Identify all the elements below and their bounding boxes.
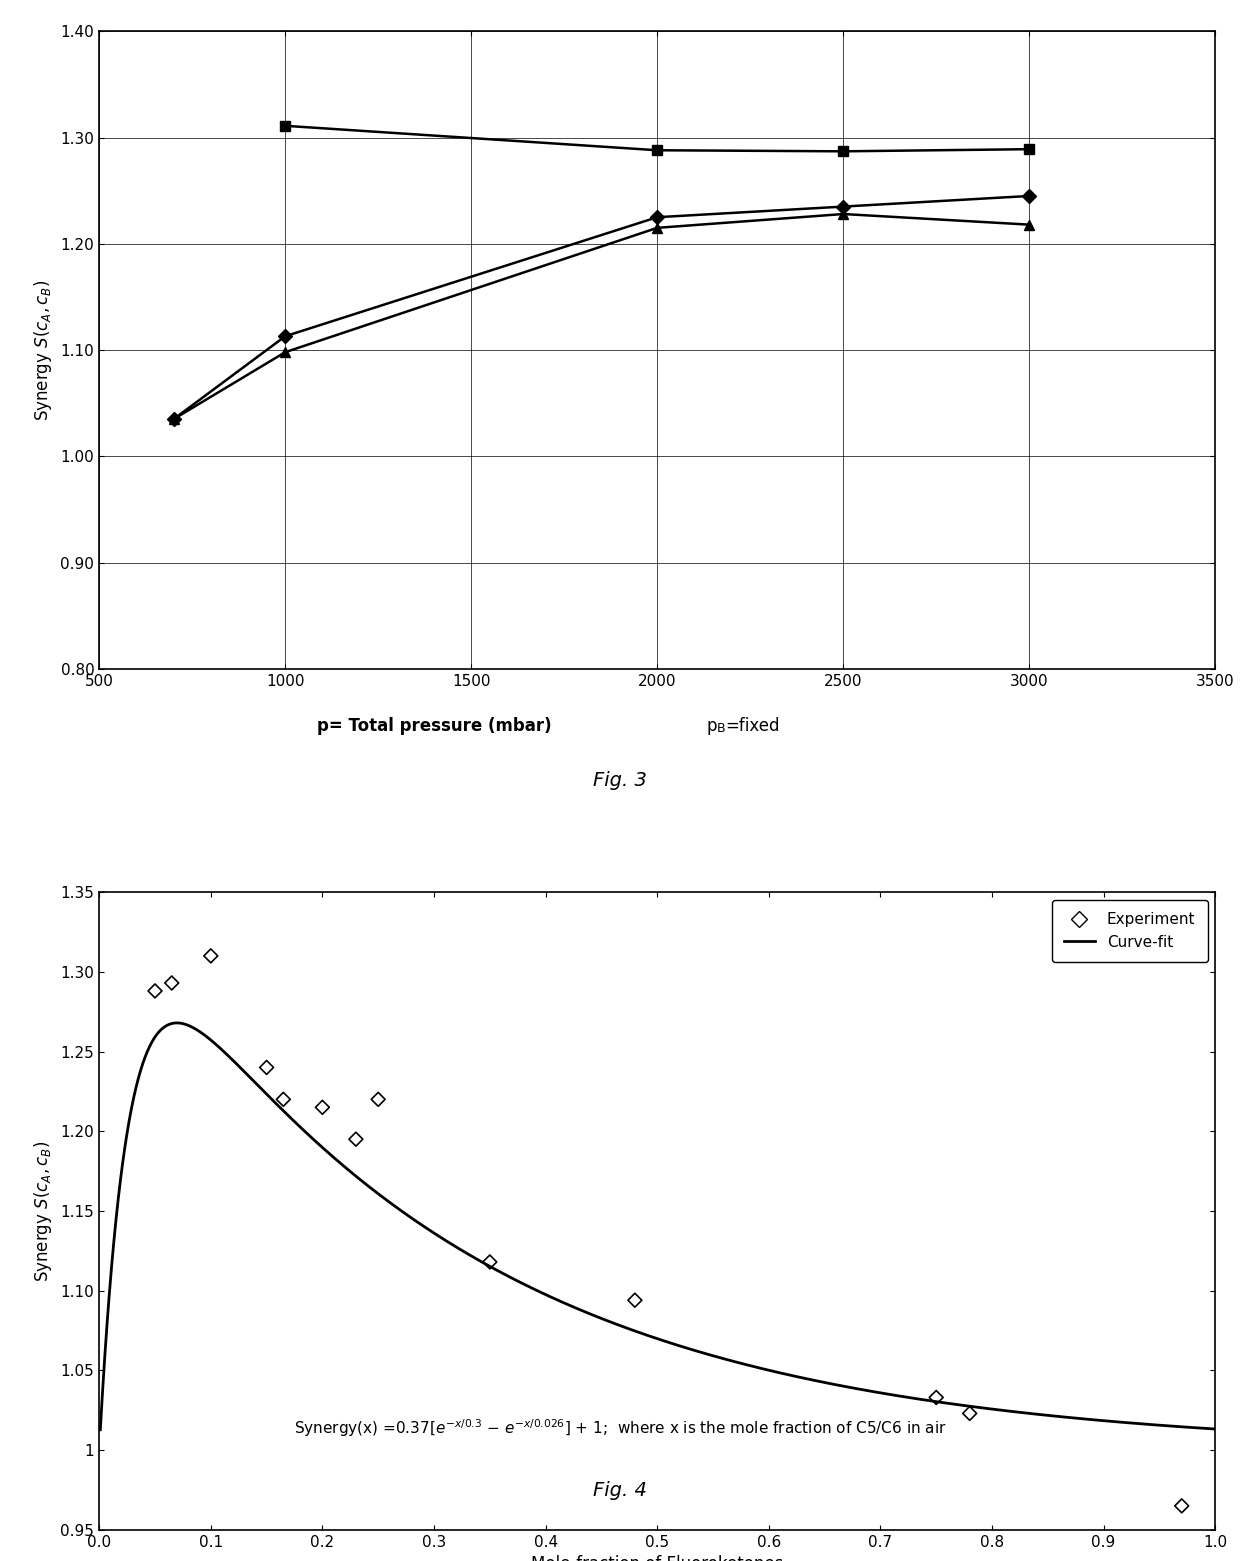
Experiment <box>145 979 165 1004</box>
Experiment <box>161 971 182 996</box>
Curve-fit <box>698 1344 713 1363</box>
Experiment <box>926 1385 946 1410</box>
Text: Fig. 4: Fig. 4 <box>593 1481 647 1500</box>
Curve-fit <box>631 1324 646 1342</box>
C6+Air <box>650 140 665 159</box>
Experiment <box>274 1086 294 1111</box>
Legend: Experiment, Curve-fit: Experiment, Curve-fit <box>1052 899 1208 962</box>
Curve-fit <box>1009 1403 1024 1422</box>
C5+C6+Air <box>836 204 851 223</box>
Experiment <box>480 1249 500 1274</box>
C5+C6+Air <box>166 411 181 429</box>
Text: Fig. 3: Fig. 3 <box>593 771 647 790</box>
C5+Air <box>836 197 851 215</box>
Experiment <box>201 943 221 968</box>
C6+Air <box>1022 140 1037 159</box>
Curve-fit <box>625 1321 640 1339</box>
Curve-fit <box>169 1013 184 1032</box>
Line: Curve-fit: Curve-fit <box>100 1022 1215 1430</box>
Line: C5+C6+Air: C5+C6+Air <box>169 209 1034 425</box>
Text: Synergy(x) =0.37[$e^{-x/0.3}$ $-$ $e^{-x/0.026}$] + 1;  where x is the mole frac: Synergy(x) =0.37[$e^{-x/0.3}$ $-$ $e^{-x… <box>294 1417 946 1439</box>
Curve-fit <box>93 1421 108 1439</box>
X-axis label: Mole-fraction of Fluoroketones: Mole-fraction of Fluoroketones <box>531 1555 784 1561</box>
Experiment <box>257 1055 277 1080</box>
Line: C6+Air: C6+Air <box>280 120 1034 156</box>
Experiment <box>368 1086 388 1111</box>
Experiment <box>625 1288 645 1313</box>
Experiment <box>346 1127 366 1152</box>
Y-axis label: Synergy $S(c_A, c_B)$: Synergy $S(c_A, c_B)$ <box>31 279 53 421</box>
Curve-fit <box>759 1360 774 1378</box>
C5+C6+Air <box>278 343 293 362</box>
C5+Air <box>278 326 293 345</box>
Curve-fit <box>1183 1417 1198 1436</box>
Y-axis label: Synergy $S(c_A, c_B)$: Synergy $S(c_A, c_B)$ <box>31 1140 53 1282</box>
Experiment <box>960 1400 980 1425</box>
Experiment <box>1172 1494 1192 1519</box>
C5+C6+Air <box>1022 215 1037 234</box>
C5+Air <box>650 208 665 226</box>
Curve-fit <box>1208 1419 1223 1438</box>
C5+C6+Air <box>650 219 665 237</box>
C6+Air <box>278 117 293 136</box>
Text: =fixed: =fixed <box>725 716 780 735</box>
Text: p= Total pressure (mbar): p= Total pressure (mbar) <box>316 716 552 735</box>
C5+Air <box>166 411 181 429</box>
Experiment <box>312 1094 332 1119</box>
C5+Air <box>1022 187 1037 206</box>
Text: p: p <box>707 716 717 735</box>
Line: C5+Air: C5+Air <box>169 190 1034 425</box>
Text: B: B <box>717 723 725 735</box>
C6+Air <box>836 142 851 161</box>
